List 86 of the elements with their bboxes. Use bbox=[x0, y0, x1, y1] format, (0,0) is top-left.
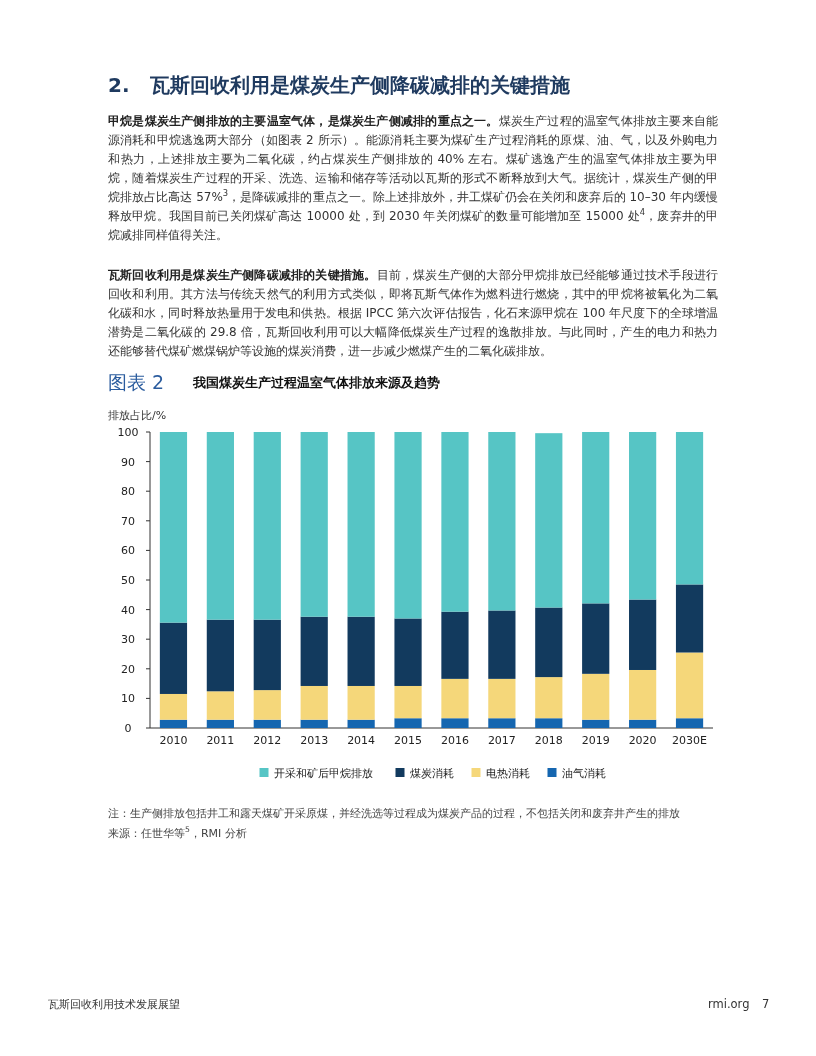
bar bbox=[441, 432, 469, 612]
y-tick-label: 40 bbox=[121, 603, 135, 617]
y-tick-label: 20 bbox=[121, 662, 135, 676]
bar bbox=[253, 719, 281, 728]
bar bbox=[535, 607, 563, 678]
y-tick-label: 70 bbox=[121, 514, 135, 528]
bar bbox=[488, 678, 516, 719]
x-tick-label: 2013 bbox=[300, 734, 329, 747]
bar bbox=[206, 619, 234, 692]
bar bbox=[394, 685, 422, 719]
bar bbox=[159, 622, 188, 694]
bar bbox=[441, 611, 469, 679]
bar bbox=[582, 432, 610, 604]
bar bbox=[394, 618, 422, 686]
bar bbox=[253, 432, 281, 620]
y-tick-label: 10 bbox=[121, 692, 135, 706]
bar bbox=[488, 610, 516, 679]
x-tick-label: 2019 bbox=[581, 734, 610, 747]
y-tick-label: 0 bbox=[124, 722, 132, 735]
bar bbox=[675, 718, 704, 728]
y-tick-label: 50 bbox=[121, 574, 135, 587]
bar bbox=[300, 616, 328, 686]
legend-label: 油气消耗 bbox=[561, 767, 606, 780]
bar bbox=[347, 432, 375, 617]
bar bbox=[394, 432, 422, 619]
bar bbox=[582, 719, 610, 728]
bar bbox=[206, 719, 234, 728]
x-tick-label: 2015 bbox=[394, 734, 423, 747]
x-tick-label: 2014 bbox=[347, 734, 376, 747]
x-tick-label: 2012 bbox=[253, 734, 282, 747]
text: 瓦斯回收利用是煤炭生产侧降碳减排的关键措施。 bbox=[108, 268, 377, 282]
x-tick-label: 2016 bbox=[440, 734, 469, 747]
bar bbox=[441, 678, 469, 719]
x-tick-label: 2018 bbox=[534, 734, 563, 747]
y-tick-label: 100 bbox=[117, 426, 139, 439]
text: 甲烷是煤炭生产侧排放的主要温室气体，是煤炭生产侧减排的重点之一。 bbox=[108, 114, 499, 128]
y-tick-label: 90 bbox=[121, 455, 135, 469]
x-tick-label: 2011 bbox=[206, 734, 235, 747]
text: rmi.org bbox=[708, 997, 750, 1011]
bar bbox=[441, 718, 469, 728]
bar bbox=[629, 432, 657, 600]
y-tick-label: 80 bbox=[121, 485, 135, 499]
bar bbox=[347, 616, 375, 686]
bar bbox=[206, 691, 234, 720]
bar bbox=[206, 432, 234, 620]
text: 图表 2 bbox=[108, 370, 165, 395]
bar bbox=[159, 693, 188, 720]
bar bbox=[629, 719, 657, 728]
bar bbox=[582, 673, 610, 720]
bar bbox=[300, 432, 328, 617]
bar bbox=[675, 584, 704, 653]
bar bbox=[394, 718, 422, 728]
x-tick-label: 2017 bbox=[487, 734, 516, 747]
bar bbox=[253, 619, 281, 691]
x-tick-label: 2030E bbox=[672, 734, 708, 747]
bar bbox=[159, 719, 188, 728]
bar bbox=[535, 718, 563, 728]
bar bbox=[347, 719, 375, 728]
bar bbox=[629, 669, 657, 720]
bar bbox=[347, 685, 375, 720]
bar bbox=[535, 677, 563, 719]
bar bbox=[629, 599, 657, 670]
legend-label: 开采和矿后甲烷排放 bbox=[273, 767, 373, 780]
bar bbox=[535, 433, 563, 608]
bar bbox=[159, 432, 188, 623]
text: 2. 瓦斯回收利用是煤炭生产侧降碳减排的关键措施 bbox=[108, 72, 570, 99]
x-tick-label: 2010 bbox=[159, 734, 188, 747]
text: 注：生产侧排放包括井工和露天煤矿开采原煤，并经洗选等过程成为煤炭产品的过程，不包括关闭和废弃井产生的排放 bbox=[108, 806, 680, 821]
bar bbox=[675, 652, 704, 719]
bar bbox=[488, 432, 516, 611]
legend-label: 电热消耗 bbox=[485, 767, 530, 780]
y-axis-title: 排放占比/% bbox=[108, 409, 167, 422]
text: 7 bbox=[762, 997, 770, 1011]
bar bbox=[675, 432, 704, 585]
text: 瓦斯回收利用技术发展展望 bbox=[48, 998, 180, 1012]
bar bbox=[300, 719, 328, 728]
x-tick-label: 2020 bbox=[628, 734, 657, 747]
y-tick-label: 30 bbox=[121, 633, 135, 647]
bar bbox=[253, 690, 281, 720]
bar bbox=[488, 718, 516, 728]
y-tick-label: 60 bbox=[121, 544, 135, 558]
source-note: 来源：任世华等$^{5}$，RMI 分析 bbox=[108, 825, 247, 841]
bar bbox=[300, 685, 328, 720]
bar bbox=[582, 603, 610, 674]
legend-label: 煤炭消耗 bbox=[409, 767, 454, 780]
chart-title: 我国煤炭生产过程温室气体排放来源及趋势 bbox=[193, 374, 440, 392]
